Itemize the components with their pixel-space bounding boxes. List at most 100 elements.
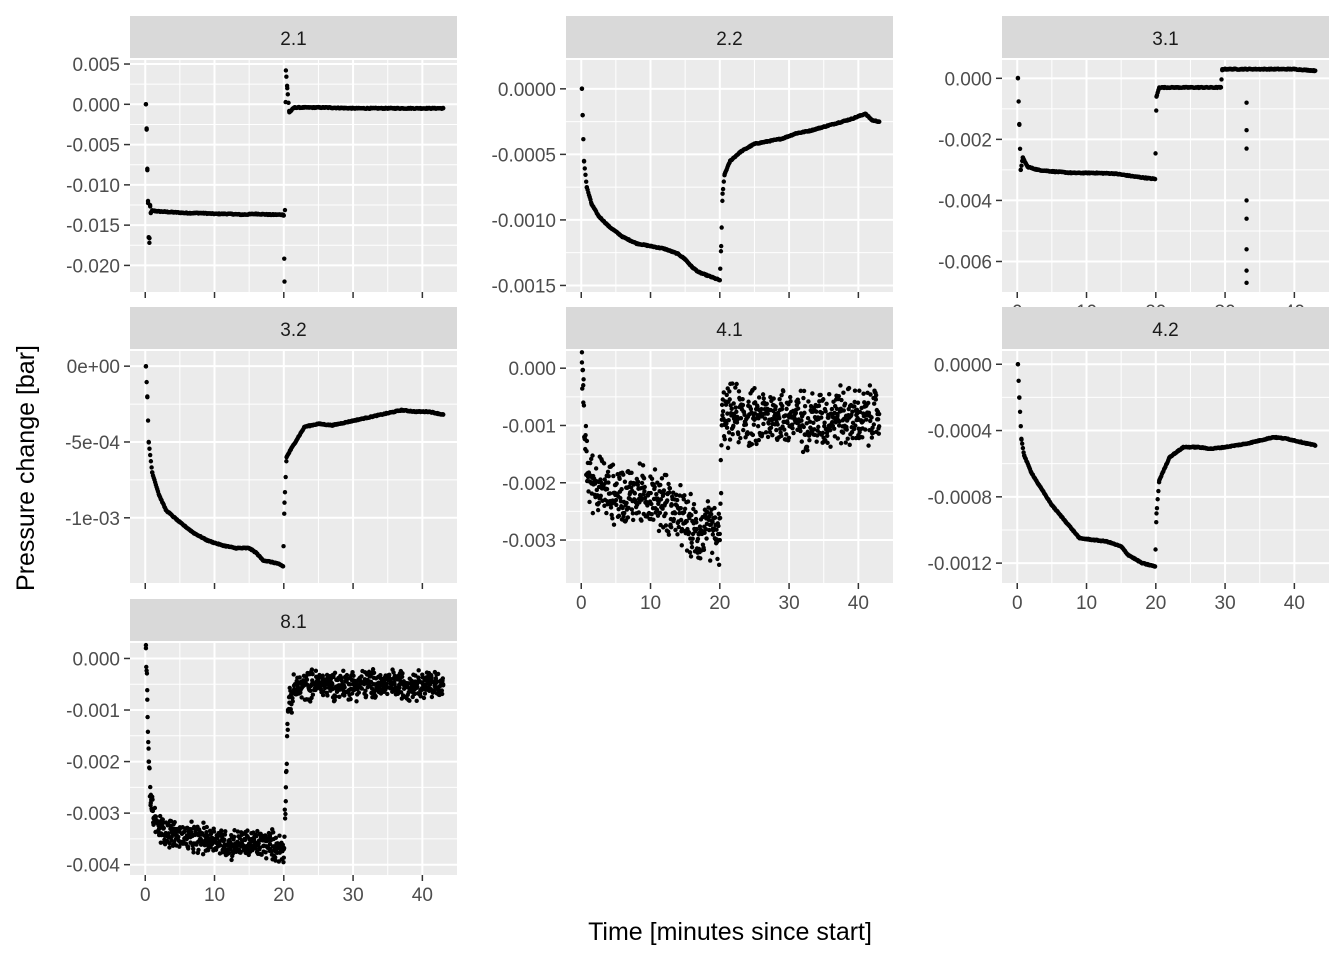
data-point xyxy=(740,402,746,408)
data-point xyxy=(283,474,288,480)
data-point xyxy=(840,430,846,435)
data-point xyxy=(595,507,601,513)
data-point xyxy=(351,673,356,678)
data-point xyxy=(254,833,259,839)
data-point xyxy=(580,367,586,373)
data-point xyxy=(811,420,816,425)
data-point xyxy=(760,431,765,436)
data-point xyxy=(283,799,288,804)
data-point xyxy=(271,830,276,835)
data-point xyxy=(587,460,593,466)
data-point xyxy=(145,394,150,400)
data-point xyxy=(694,526,699,532)
data-point xyxy=(765,411,770,416)
data-point xyxy=(712,505,717,511)
data-point xyxy=(689,512,694,518)
y-tick-label: -5e-04 xyxy=(65,433,120,454)
data-point xyxy=(718,266,723,271)
data-point xyxy=(584,448,589,454)
data-point xyxy=(392,679,397,685)
data-point xyxy=(1019,163,1024,168)
data-point xyxy=(440,105,446,111)
data-point xyxy=(1153,151,1158,156)
data-point xyxy=(1244,146,1249,151)
y-tick-label: -0.003 xyxy=(502,531,556,552)
data-point xyxy=(824,401,829,406)
data-point xyxy=(828,428,833,433)
data-point xyxy=(861,391,866,396)
data-point xyxy=(359,674,364,679)
data-point xyxy=(348,696,353,702)
data-point xyxy=(784,406,789,412)
strip-background xyxy=(130,16,457,58)
data-point xyxy=(145,697,150,702)
data-point xyxy=(433,676,439,681)
data-point xyxy=(761,396,766,401)
strip-background xyxy=(566,16,893,58)
data-point xyxy=(796,400,801,405)
x-tick-label: 40 xyxy=(1284,593,1305,614)
data-point xyxy=(654,492,659,497)
y-tick-label: -0.0005 xyxy=(492,145,556,166)
data-points xyxy=(143,363,446,569)
data-point xyxy=(308,688,313,693)
data-point xyxy=(793,410,799,416)
data-point xyxy=(222,832,228,837)
data-point xyxy=(282,816,288,821)
data-point xyxy=(748,406,754,412)
data-point xyxy=(829,420,835,425)
data-point xyxy=(584,438,590,444)
data-point xyxy=(720,413,725,418)
data-point xyxy=(145,418,151,423)
x-tick-label: 0 xyxy=(576,593,587,614)
data-point xyxy=(332,697,337,703)
data-point xyxy=(871,401,877,406)
data-point xyxy=(714,539,720,545)
data-point xyxy=(1015,362,1021,367)
data-point xyxy=(144,671,150,676)
data-point xyxy=(146,739,151,745)
x-tick-label: 20 xyxy=(273,885,294,906)
data-point xyxy=(724,421,729,426)
data-point xyxy=(620,505,625,511)
data-point xyxy=(160,817,165,822)
data-point xyxy=(222,837,227,842)
data-point xyxy=(636,510,641,515)
data-point xyxy=(726,430,732,435)
data-point xyxy=(147,446,152,451)
data-point xyxy=(701,547,707,553)
data-point xyxy=(277,833,282,838)
data-point xyxy=(756,437,762,443)
data-point xyxy=(152,805,158,811)
data-point xyxy=(272,855,278,860)
data-point xyxy=(321,689,326,694)
data-point xyxy=(719,402,725,408)
data-point xyxy=(714,527,719,532)
data-point xyxy=(741,427,746,433)
data-point xyxy=(435,679,440,684)
data-point xyxy=(161,825,166,831)
panel-3-1: 3.10.000-0.002-0.004-0.006010203040 xyxy=(938,16,1329,323)
data-point xyxy=(782,427,787,432)
data-point xyxy=(281,859,286,865)
data-point xyxy=(440,412,446,417)
x-tick-label: 30 xyxy=(779,593,800,614)
data-point xyxy=(291,672,296,677)
data-point xyxy=(630,511,636,516)
data-point xyxy=(661,488,667,493)
data-point xyxy=(363,688,368,693)
data-point xyxy=(857,388,862,393)
data-point xyxy=(723,402,729,407)
data-point xyxy=(736,389,742,394)
data-point xyxy=(1152,564,1158,569)
data-point xyxy=(718,490,724,496)
data-point xyxy=(158,840,164,845)
data-point xyxy=(712,515,718,520)
data-point xyxy=(146,440,151,445)
data-point xyxy=(1312,443,1318,448)
data-point xyxy=(754,441,759,447)
data-point xyxy=(594,487,600,493)
strip-background xyxy=(1002,307,1329,349)
data-point xyxy=(235,829,241,834)
y-tick-label: -0.002 xyxy=(938,130,992,151)
